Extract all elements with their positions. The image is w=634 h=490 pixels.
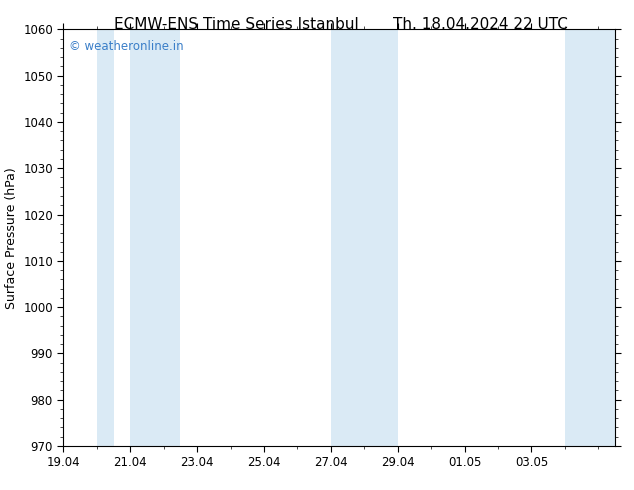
Bar <box>97 29 113 446</box>
Bar <box>565 29 615 446</box>
Y-axis label: Surface Pressure (hPa): Surface Pressure (hPa) <box>4 167 18 309</box>
Bar <box>130 29 181 446</box>
Text: ECMW-ENS Time Series Istanbul: ECMW-ENS Time Series Istanbul <box>114 17 359 32</box>
Bar <box>331 29 398 446</box>
Text: Th. 18.04.2024 22 UTC: Th. 18.04.2024 22 UTC <box>393 17 568 32</box>
Text: © weatheronline.in: © weatheronline.in <box>69 40 183 53</box>
